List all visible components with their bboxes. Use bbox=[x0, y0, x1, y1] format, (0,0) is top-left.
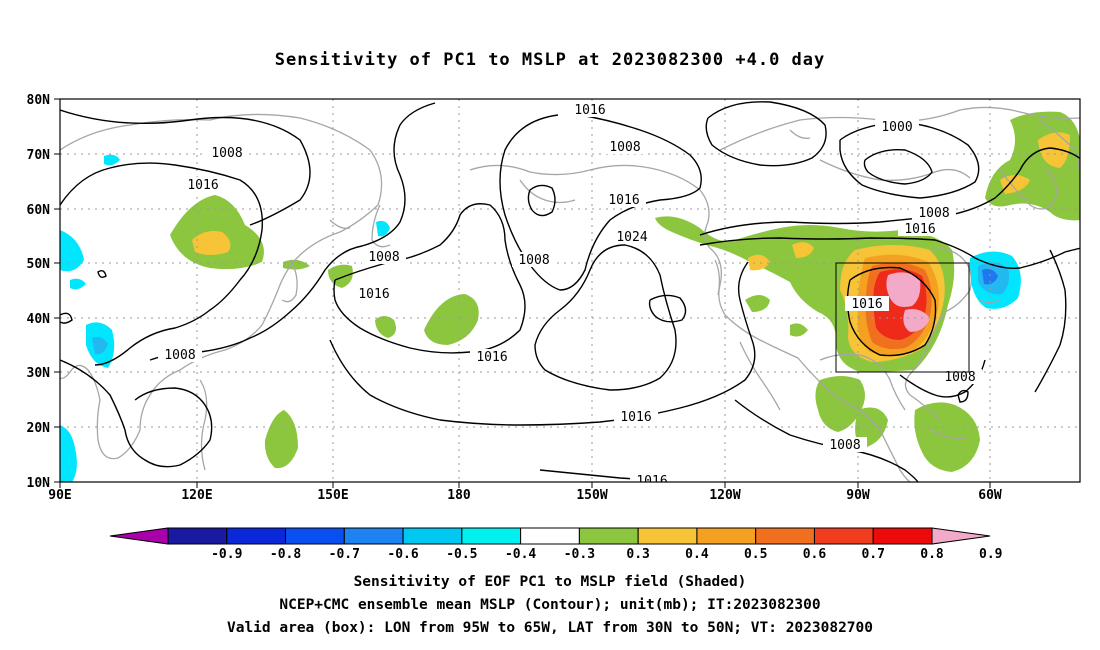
contour-label: 1008 bbox=[518, 253, 549, 268]
sensitivity-shading-neg-0.5 bbox=[982, 268, 998, 285]
contour-label: 1008 bbox=[609, 140, 640, 155]
coastlines bbox=[60, 106, 1080, 482]
axis-labels: 90E 120E 150E 180 150W 120W 90W 60W 80N … bbox=[27, 93, 1002, 503]
lat-label: 70N bbox=[27, 148, 51, 163]
colorbar-label: -0.8 bbox=[270, 547, 301, 562]
contour-label: 1008 bbox=[944, 370, 975, 385]
colorbar-labels: -0.9 -0.8 -0.7 -0.6 -0.5 -0.4 -0.3 0.3 0.4 0.5 0.6… bbox=[211, 547, 1002, 562]
colorbar-swatch bbox=[872, 527, 933, 545]
lon-label: 120W bbox=[709, 488, 740, 503]
lat-label: 20N bbox=[27, 421, 51, 436]
colorbar-label: 0.7 bbox=[861, 547, 884, 562]
colorbar-label: -0.3 bbox=[564, 547, 595, 562]
plot-frame bbox=[59, 98, 1081, 483]
colorbar-label: -0.6 bbox=[387, 547, 418, 562]
tick-marks bbox=[54, 98, 991, 488]
lat-label: 50N bbox=[27, 257, 51, 272]
colorbar-label: 0.4 bbox=[685, 547, 709, 562]
colorbar-swatch bbox=[755, 527, 815, 545]
colorbar-label: 0.9 bbox=[979, 547, 1002, 562]
contour-label: 1016 bbox=[608, 193, 639, 208]
contour-label: 1008 bbox=[829, 438, 860, 453]
contour-label: 1016 bbox=[636, 474, 667, 489]
contour-label: 1024 bbox=[616, 230, 647, 245]
colorbar-swatch bbox=[520, 527, 580, 545]
colorbar-swatch bbox=[637, 527, 698, 545]
contour-label: 1016 bbox=[574, 103, 605, 118]
colorbar-swatch bbox=[402, 527, 463, 545]
colorbar: -0.9 -0.8 -0.7 -0.6 -0.5 -0.4 -0.3 0.3 0.4 0.5 0.6… bbox=[109, 527, 1003, 562]
colorbar-label: -0.9 bbox=[211, 547, 242, 562]
lon-label: 150W bbox=[576, 488, 607, 503]
contour-label: 1000 bbox=[881, 120, 912, 135]
lon-label: 90W bbox=[846, 488, 870, 503]
valid-area-box bbox=[835, 262, 970, 373]
colorbar-label: 0.3 bbox=[626, 547, 649, 562]
contour-label: 1016 bbox=[187, 178, 218, 193]
colorbar-swatch bbox=[813, 527, 874, 545]
colorbar-swatch bbox=[285, 527, 345, 545]
lat-label: 30N bbox=[27, 366, 51, 381]
colorbar-right-arrow bbox=[931, 527, 991, 545]
colorbar-label: -0.5 bbox=[446, 547, 477, 562]
lat-label: 10N bbox=[27, 476, 51, 491]
caption-contour: NCEP+CMC ensemble mean MSLP (Contour); u… bbox=[279, 597, 821, 613]
contour-label: 1008 bbox=[918, 206, 949, 221]
lon-label: 60W bbox=[978, 488, 1002, 503]
contour-label: 1008 bbox=[368, 250, 399, 265]
lat-label: 60N bbox=[27, 203, 51, 218]
contour-label: 1016 bbox=[620, 410, 651, 425]
lon-label: 150E bbox=[317, 488, 348, 503]
colorbar-label: 0.5 bbox=[744, 547, 767, 562]
colorbar-swatch bbox=[226, 527, 287, 545]
colorbar-label: -0.7 bbox=[329, 547, 360, 562]
lon-label: 120E bbox=[181, 488, 212, 503]
colorbar-swatch bbox=[461, 527, 522, 545]
caption-valid-area: Valid area (box): LON from 95W to 65W, L… bbox=[226, 620, 873, 636]
lat-label: 40N bbox=[27, 312, 51, 327]
sensitivity-shading-0.9 bbox=[886, 272, 930, 332]
contour-label: 1016 bbox=[358, 287, 389, 302]
colorbar-swatch bbox=[343, 527, 404, 545]
colorbar-boxes bbox=[167, 527, 933, 545]
chart-title: Sensitivity of PC1 to MSLP at 2023082300… bbox=[274, 50, 826, 70]
contour-label: 1016 bbox=[904, 222, 935, 237]
lat-label: 80N bbox=[27, 93, 51, 108]
contour-label: 1008 bbox=[211, 146, 242, 161]
contour-labels: 1016 1008 1016 1008 1016 1024 1000 1008 … bbox=[158, 102, 982, 489]
contour-label: 1016 bbox=[476, 350, 507, 365]
colorbar-left-arrow bbox=[109, 527, 169, 545]
caption-shading: Sensitivity of EOF PC1 to MSLP field (Sh… bbox=[353, 574, 747, 590]
contour-label: 1008 bbox=[164, 348, 195, 363]
colorbar-label: 0.6 bbox=[803, 547, 827, 562]
colorbar-label: 0.8 bbox=[920, 547, 944, 562]
colorbar-label: -0.4 bbox=[505, 547, 536, 562]
map-plot-area: 1016 1008 1016 1008 1016 1024 1000 1008 … bbox=[60, 99, 1080, 489]
colorbar-swatch bbox=[578, 527, 639, 545]
lon-label: 180 bbox=[447, 488, 471, 503]
colorbar-swatch bbox=[167, 527, 228, 545]
colorbar-swatch bbox=[696, 527, 757, 545]
lon-label: 90E bbox=[48, 488, 71, 503]
contour-label: 1016 bbox=[851, 297, 882, 312]
